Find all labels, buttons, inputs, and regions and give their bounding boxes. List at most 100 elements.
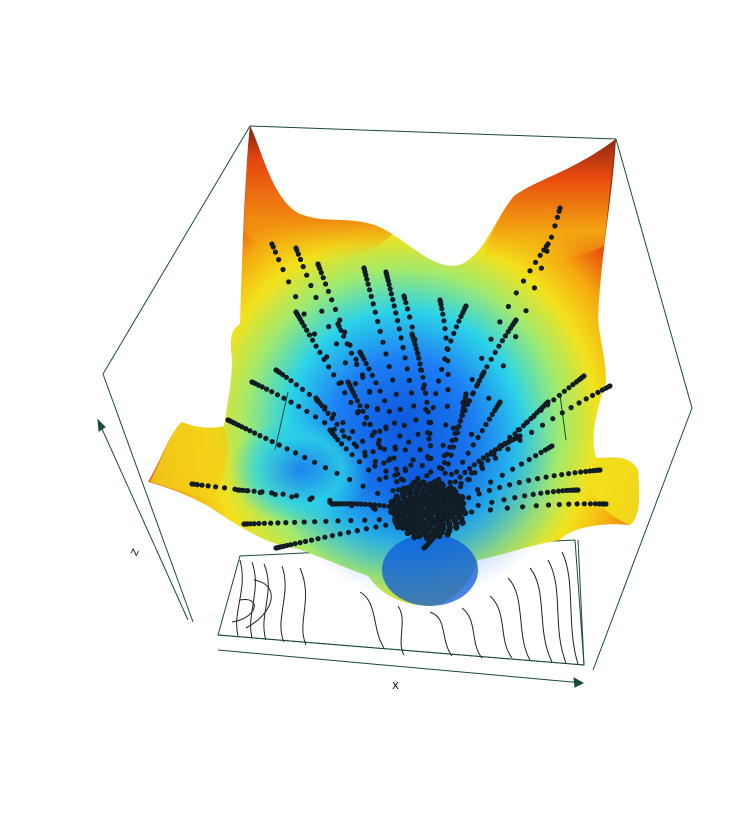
data-point-526 <box>520 504 526 510</box>
data-point-837 <box>440 487 447 494</box>
data-point-642 <box>454 430 461 436</box>
data-point-557 <box>578 469 584 475</box>
data-point-92 <box>408 390 415 396</box>
data-point-566 <box>507 482 513 488</box>
data-point-459 <box>556 392 563 398</box>
data-point-364 <box>329 533 335 539</box>
data-point-136 <box>456 318 462 324</box>
data-point-286 <box>263 435 269 441</box>
data-point-628 <box>447 479 453 485</box>
data-point-626 <box>460 459 466 465</box>
data-point-360 <box>302 538 309 545</box>
data-point-540 <box>550 489 557 495</box>
data-point-556 <box>583 468 589 475</box>
data-point-738 <box>354 398 360 404</box>
data-point-620 <box>486 416 492 422</box>
data-point-184 <box>313 343 319 349</box>
data-point-555 <box>587 468 593 474</box>
data-point-854 <box>409 529 416 536</box>
surface <box>148 126 640 606</box>
contour-floor <box>217 539 585 666</box>
data-point-203 <box>341 333 347 339</box>
data-point-257 <box>269 389 275 395</box>
data-point-183 <box>310 337 316 343</box>
data-point-439 <box>568 405 574 411</box>
data-point-662 <box>420 374 426 380</box>
data-point-35 <box>320 275 326 281</box>
data-point-824 <box>444 491 451 498</box>
data-point-329 <box>372 506 378 512</box>
data-point-25 <box>342 360 348 366</box>
data-point-87 <box>398 335 404 341</box>
data-point-220 <box>369 372 375 378</box>
data-point-706 <box>338 441 345 447</box>
data-point-59 <box>370 301 376 307</box>
data-point-401 <box>556 208 562 214</box>
data-point-2 <box>272 249 278 255</box>
data-point-884 <box>432 478 439 486</box>
data-point-567 <box>497 484 503 491</box>
data-point-219 <box>366 366 372 372</box>
data-point-243 <box>340 420 346 426</box>
data-point-525 <box>533 503 539 509</box>
data-point-523 <box>556 501 562 508</box>
data-point-269 <box>372 458 378 464</box>
data-point-492 <box>485 457 491 463</box>
data-point-705 <box>335 437 341 443</box>
data-point-22 <box>319 308 325 314</box>
data-point-666 <box>425 409 431 415</box>
data-point-485 <box>521 423 527 429</box>
data-point-124 <box>445 371 451 377</box>
data-point-144 <box>433 391 439 397</box>
data-point-640 <box>457 418 464 424</box>
data-point-656 <box>412 342 418 348</box>
data-point-872 <box>436 532 443 539</box>
data-point-304 <box>251 488 257 494</box>
data-point-19 <box>304 272 310 278</box>
data-point-208 <box>367 389 373 395</box>
data-point-16 <box>295 251 301 257</box>
data-point-725 <box>354 443 360 450</box>
data-point-657 <box>413 346 419 352</box>
data-point-67 <box>393 391 399 397</box>
data-point-643 <box>453 436 459 443</box>
data-point-391 <box>381 503 387 509</box>
data-point-340 <box>283 520 289 526</box>
data-point-18 <box>300 264 306 270</box>
data-point-38 <box>329 297 335 303</box>
data-point-71 <box>410 457 416 463</box>
data-point-1 <box>270 244 276 250</box>
data-point-261 <box>296 403 302 410</box>
data-point-288 <box>276 442 282 448</box>
data-point-159 <box>496 343 502 349</box>
data-point-408 <box>523 308 529 314</box>
data-point-149 <box>424 473 430 479</box>
data-point-322 <box>244 488 250 494</box>
data-point-593 <box>457 474 463 480</box>
data-point-538 <box>560 488 566 494</box>
data-point-358 <box>292 541 298 547</box>
data-point-410 <box>500 363 506 369</box>
data-point-418 <box>532 259 539 265</box>
data-point-225 <box>391 420 398 426</box>
data-point-521 <box>574 501 580 507</box>
data-point-90 <box>404 366 410 372</box>
data-point-426 <box>469 376 475 383</box>
data-point-437 <box>583 396 589 402</box>
data-point-646 <box>445 461 451 467</box>
data-point-206 <box>354 361 360 367</box>
data-point-563 <box>535 476 541 482</box>
data-point-726 <box>362 453 368 459</box>
data-point-564 <box>526 477 532 483</box>
data-point-260 <box>288 399 294 405</box>
data-point-748 <box>400 477 406 483</box>
x-axis-label: x <box>392 678 399 692</box>
data-point-93 <box>411 403 417 409</box>
data-point-341 <box>292 519 298 526</box>
data-point-97 <box>419 462 425 469</box>
data-point-101 <box>402 295 408 301</box>
data-point-347 <box>362 517 368 523</box>
data-point-338 <box>268 520 274 526</box>
data-point-544 <box>522 493 528 499</box>
data-point-366 <box>345 529 352 535</box>
